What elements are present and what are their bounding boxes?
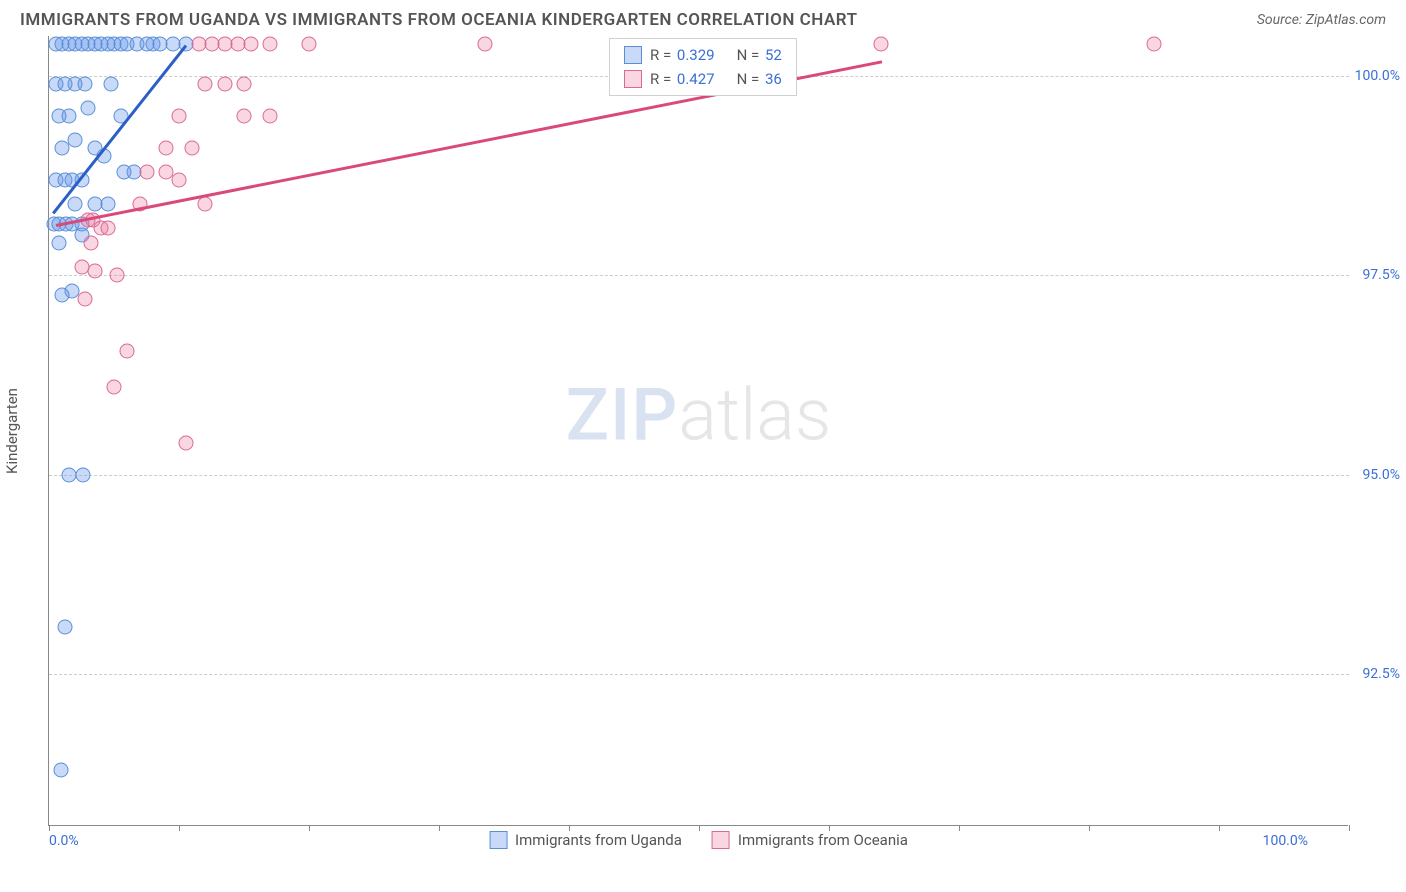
scatter-point xyxy=(78,292,93,307)
y-tick-label: 100.0% xyxy=(1355,68,1400,84)
scatter-point xyxy=(874,36,889,51)
scatter-point xyxy=(52,236,67,251)
legend-swatch xyxy=(624,70,642,88)
legend-swatch xyxy=(624,46,642,64)
scatter-point xyxy=(263,108,278,123)
legend-item: Immigrants from Oceania xyxy=(712,831,908,849)
y-axis-title: Kindergarten xyxy=(3,388,21,474)
scatter-point xyxy=(243,36,258,51)
scatter-point xyxy=(263,36,278,51)
grid-line xyxy=(49,674,1349,675)
legend-swatch xyxy=(489,831,507,849)
y-tick-label: 95.0% xyxy=(1362,467,1400,483)
x-tick xyxy=(1219,825,1220,831)
scatter-point xyxy=(53,763,68,778)
scatter-point xyxy=(57,619,72,634)
scatter-point xyxy=(81,100,96,115)
scatter-point xyxy=(172,172,187,187)
legend-bottom: Immigrants from Uganda Immigrants from Oc… xyxy=(489,831,908,849)
scatter-point xyxy=(68,196,83,211)
scatter-point xyxy=(1147,36,1162,51)
y-tick-label: 92.5% xyxy=(1362,666,1400,682)
scatter-point xyxy=(83,236,98,251)
chart-container: Kindergarten ZIPatlas 92.5%95.0%97.5%100… xyxy=(48,36,1388,826)
scatter-point xyxy=(104,76,119,91)
scatter-point xyxy=(178,435,193,450)
x-tick xyxy=(959,825,960,831)
scatter-point xyxy=(139,164,154,179)
watermark: ZIPatlas xyxy=(566,372,832,457)
x-tick xyxy=(49,825,50,831)
scatter-point xyxy=(302,36,317,51)
x-max-label: 100.0% xyxy=(1263,833,1308,849)
chart-source: Source: ZipAtlas.com xyxy=(1257,12,1386,28)
legend-swatch xyxy=(712,831,730,849)
scatter-point xyxy=(61,467,76,482)
trend-line xyxy=(52,44,187,213)
scatter-point xyxy=(477,36,492,51)
scatter-point xyxy=(217,76,232,91)
scatter-point xyxy=(100,196,115,211)
scatter-point xyxy=(87,264,102,279)
scatter-point xyxy=(55,288,70,303)
scatter-point xyxy=(68,132,83,147)
legend-item: Immigrants from Uganda xyxy=(489,831,682,849)
x-tick xyxy=(439,825,440,831)
y-tick-label: 97.5% xyxy=(1362,267,1400,283)
scatter-point xyxy=(185,140,200,155)
scatter-point xyxy=(61,108,76,123)
scatter-point xyxy=(107,380,122,395)
grid-line xyxy=(49,275,1349,276)
scatter-point xyxy=(237,108,252,123)
scatter-point xyxy=(237,76,252,91)
legend-row: R = 0.329N = 52 xyxy=(610,43,796,67)
scatter-point xyxy=(159,140,174,155)
grid-line xyxy=(49,475,1349,476)
scatter-point xyxy=(100,220,115,235)
scatter-point xyxy=(120,344,135,359)
legend-inset: R = 0.329N = 52R = 0.427N = 36 xyxy=(609,38,797,96)
x-tick xyxy=(309,825,310,831)
scatter-point xyxy=(172,108,187,123)
scatter-point xyxy=(78,76,93,91)
legend-row: R = 0.427N = 36 xyxy=(610,67,796,91)
x-tick xyxy=(179,825,180,831)
chart-header: IMMIGRANTS FROM UGANDA VS IMMIGRANTS FRO… xyxy=(0,0,1406,36)
scatter-point xyxy=(109,268,124,283)
scatter-point xyxy=(198,196,213,211)
scatter-point xyxy=(75,467,90,482)
plot-area: ZIPatlas 92.5%95.0%97.5%100.0%0.0%100.0%… xyxy=(48,36,1348,826)
x-tick xyxy=(1089,825,1090,831)
x-min-label: 0.0% xyxy=(49,833,79,849)
scatter-point xyxy=(198,76,213,91)
chart-title: IMMIGRANTS FROM UGANDA VS IMMIGRANTS FRO… xyxy=(20,10,858,30)
x-tick xyxy=(1349,825,1350,831)
